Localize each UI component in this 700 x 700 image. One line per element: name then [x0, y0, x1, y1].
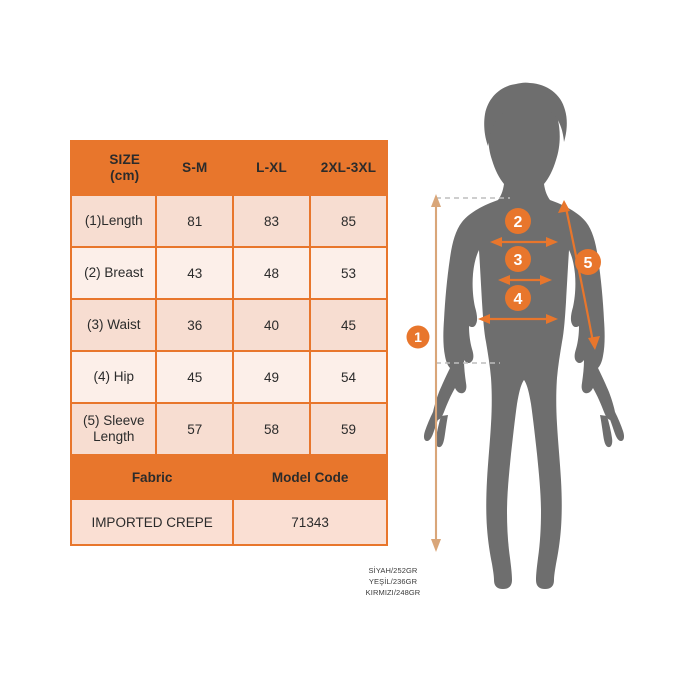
header-column-s-m: S-M — [157, 142, 233, 194]
breast-arrow-head-left — [490, 237, 502, 247]
measurement-4-hip: 4 — [478, 285, 558, 324]
header-fabric: Fabric — [72, 456, 233, 498]
measurement-2-breast: 2 — [490, 208, 558, 247]
footer-value-row: IMPORTED CREPE 71343 — [72, 500, 386, 544]
marker-circle-2 — [505, 208, 531, 234]
color-weight-kirmizi: KIRMIZI/248GR — [365, 587, 421, 597]
length-arrow-head-top — [431, 194, 441, 207]
length-l-xl: 83 — [234, 196, 309, 246]
waist-arrow-head-right — [540, 275, 552, 285]
header-size-unit: SIZE (cm) — [72, 142, 156, 194]
size-chart-table: SIZE (cm) S-M L-XL 2XL-3XL (1)Length 81 … — [70, 140, 388, 546]
waist-arrow-head-left — [498, 275, 510, 285]
marker-label-4: 4 — [514, 291, 523, 308]
sleeve-s-m: 57 — [157, 404, 233, 454]
marker-circle-4 — [505, 285, 531, 311]
color-weight-yesil: YEŞİL/236GR — [368, 576, 418, 586]
marker-circle-5 — [575, 249, 601, 275]
breast-s-m: 43 — [157, 248, 233, 298]
header-column-2xl-3xl: 2XL-3XL — [310, 142, 386, 194]
sleeve-arrow-head-top — [558, 200, 570, 213]
table-row-waist: (3) Waist 36 40 45 — [72, 300, 386, 350]
table-row-hip: (4) Hip 45 49 54 — [72, 352, 386, 402]
sleeve-arrow-line — [564, 207, 595, 343]
row-label-waist: (3) Waist — [72, 300, 156, 350]
waist-s-m: 36 — [157, 300, 233, 350]
marker-circle-3 — [505, 246, 531, 272]
measurement-5-sleeve-length: 5 — [558, 200, 601, 350]
table-row-length: (1)Length 81 83 85 — [72, 196, 386, 246]
row-label-breast: (2) Breast — [72, 248, 156, 298]
value-model-code: 71343 — [234, 500, 386, 544]
measurement-figure-diagram: 1 2 3 — [400, 70, 650, 610]
sleeve-label-line2: Length — [93, 429, 135, 444]
hip-arrow-head-left — [478, 314, 490, 324]
marker-label-3: 3 — [514, 252, 523, 269]
sleeve-l-xl: 58 — [234, 404, 309, 454]
color-weight-siyah: SİYAH/252GR — [368, 566, 418, 575]
sleeve-2xl-3xl: 59 — [310, 404, 386, 454]
length-s-m: 81 — [157, 196, 233, 246]
header-column-l-xl: L-XL — [234, 142, 309, 194]
marker-label-5: 5 — [584, 255, 593, 272]
table-row-sleeve-length: (5) Sleeve Length 57 58 59 — [72, 404, 386, 454]
color-weight-notes: SİYAH/252GR YEŞİL/236GR KIRMIZI/248GR — [338, 566, 448, 599]
hip-l-xl: 49 — [234, 352, 309, 402]
waist-2xl-3xl: 45 — [310, 300, 386, 350]
header-model-code: Model Code — [234, 456, 386, 498]
hip-s-m: 45 — [157, 352, 233, 402]
table-row-breast: (2) Breast 43 48 53 — [72, 248, 386, 298]
sleeve-label-line1: (5) Sleeve — [82, 413, 145, 429]
footer-header-row: Fabric Model Code — [72, 456, 386, 498]
hip-arrow-head-right — [546, 314, 558, 324]
row-label-length: (1)Length — [72, 196, 156, 246]
measurement-1-length: 1 — [406, 194, 510, 552]
header-size-line2: (cm) — [110, 168, 140, 183]
sleeve-arrow-head-bottom — [588, 336, 600, 350]
measurement-3-waist: 3 — [498, 246, 552, 285]
row-label-sleeve-length: (5) Sleeve Length — [72, 404, 156, 454]
waist-l-xl: 40 — [234, 300, 309, 350]
marker-label-1: 1 — [414, 329, 422, 345]
breast-2xl-3xl: 53 — [310, 248, 386, 298]
hip-2xl-3xl: 54 — [310, 352, 386, 402]
value-fabric: IMPORTED CREPE — [72, 500, 233, 544]
table-header-row: SIZE (cm) S-M L-XL 2XL-3XL — [72, 142, 386, 194]
row-label-hip: (4) Hip — [72, 352, 156, 402]
marker-circle-1 — [406, 325, 430, 349]
marker-label-2: 2 — [514, 214, 523, 231]
measurements-table: SIZE (cm) S-M L-XL 2XL-3XL (1)Length 81 … — [70, 140, 388, 546]
length-arrow-head-bottom — [431, 539, 441, 552]
breast-arrow-head-right — [546, 237, 558, 247]
female-silhouette-icon — [423, 82, 625, 589]
breast-l-xl: 48 — [234, 248, 309, 298]
header-size-line1: SIZE — [109, 152, 141, 168]
length-2xl-3xl: 85 — [310, 196, 386, 246]
